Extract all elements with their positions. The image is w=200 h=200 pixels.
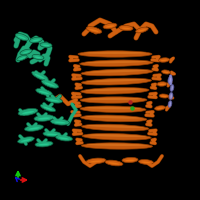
Ellipse shape xyxy=(125,160,135,161)
Ellipse shape xyxy=(85,107,141,109)
Ellipse shape xyxy=(41,80,59,88)
Ellipse shape xyxy=(105,160,123,166)
Ellipse shape xyxy=(35,141,53,147)
Ellipse shape xyxy=(46,97,62,103)
Ellipse shape xyxy=(38,117,50,120)
Ellipse shape xyxy=(82,133,151,140)
Ellipse shape xyxy=(86,116,142,119)
Ellipse shape xyxy=(139,160,153,164)
Ellipse shape xyxy=(35,74,45,79)
Ellipse shape xyxy=(80,60,153,66)
Ellipse shape xyxy=(89,29,99,32)
Ellipse shape xyxy=(172,86,173,90)
Ellipse shape xyxy=(87,134,146,137)
Ellipse shape xyxy=(34,115,54,121)
Ellipse shape xyxy=(81,78,151,85)
Ellipse shape xyxy=(109,162,119,164)
Ellipse shape xyxy=(157,108,163,109)
Ellipse shape xyxy=(49,99,59,102)
Ellipse shape xyxy=(161,96,167,97)
Ellipse shape xyxy=(18,108,38,116)
Ellipse shape xyxy=(171,94,172,98)
Ellipse shape xyxy=(20,49,32,55)
Ellipse shape xyxy=(39,143,49,145)
Ellipse shape xyxy=(59,137,69,140)
Ellipse shape xyxy=(30,37,42,43)
Ellipse shape xyxy=(86,158,106,164)
Ellipse shape xyxy=(85,98,142,100)
Ellipse shape xyxy=(169,92,173,100)
Ellipse shape xyxy=(51,119,69,125)
Ellipse shape xyxy=(141,162,150,163)
Ellipse shape xyxy=(47,134,57,135)
Ellipse shape xyxy=(106,25,114,27)
Ellipse shape xyxy=(159,58,169,62)
Ellipse shape xyxy=(168,101,172,107)
Ellipse shape xyxy=(84,52,146,54)
Ellipse shape xyxy=(43,107,52,110)
Ellipse shape xyxy=(87,125,144,128)
Ellipse shape xyxy=(170,85,174,91)
Ellipse shape xyxy=(90,160,102,162)
Ellipse shape xyxy=(32,39,40,41)
Ellipse shape xyxy=(170,78,171,82)
Ellipse shape xyxy=(119,25,133,31)
Ellipse shape xyxy=(23,51,30,54)
Ellipse shape xyxy=(40,43,52,47)
Ellipse shape xyxy=(56,135,72,141)
Ellipse shape xyxy=(157,82,167,86)
Ellipse shape xyxy=(81,88,149,94)
Ellipse shape xyxy=(103,23,117,29)
Ellipse shape xyxy=(42,45,50,46)
Ellipse shape xyxy=(45,82,55,86)
Ellipse shape xyxy=(168,76,172,84)
Ellipse shape xyxy=(28,127,40,130)
Ellipse shape xyxy=(85,61,148,63)
Ellipse shape xyxy=(25,125,43,131)
Ellipse shape xyxy=(170,102,171,106)
Ellipse shape xyxy=(162,70,170,74)
Ellipse shape xyxy=(136,27,148,33)
Ellipse shape xyxy=(122,28,130,29)
Ellipse shape xyxy=(81,143,153,149)
Ellipse shape xyxy=(21,139,31,142)
Ellipse shape xyxy=(122,157,138,163)
Ellipse shape xyxy=(18,36,26,39)
Ellipse shape xyxy=(43,131,61,137)
Ellipse shape xyxy=(138,29,146,32)
Ellipse shape xyxy=(32,71,48,81)
Ellipse shape xyxy=(17,55,27,61)
Ellipse shape xyxy=(81,115,147,122)
Ellipse shape xyxy=(86,79,146,82)
Ellipse shape xyxy=(34,56,41,58)
Ellipse shape xyxy=(39,91,49,94)
Ellipse shape xyxy=(86,88,144,91)
Ellipse shape xyxy=(161,60,167,61)
Ellipse shape xyxy=(86,27,102,33)
Ellipse shape xyxy=(36,89,52,95)
Ellipse shape xyxy=(82,124,149,131)
Ellipse shape xyxy=(40,104,56,112)
Ellipse shape xyxy=(155,106,165,110)
Ellipse shape xyxy=(78,51,152,57)
Ellipse shape xyxy=(54,121,66,124)
Ellipse shape xyxy=(18,137,34,143)
Ellipse shape xyxy=(22,111,34,114)
Ellipse shape xyxy=(80,106,146,112)
Ellipse shape xyxy=(19,57,25,60)
Ellipse shape xyxy=(159,94,169,98)
Ellipse shape xyxy=(163,72,169,73)
Ellipse shape xyxy=(159,84,165,85)
Ellipse shape xyxy=(86,70,148,73)
Ellipse shape xyxy=(87,144,147,146)
Ellipse shape xyxy=(80,97,147,103)
Ellipse shape xyxy=(15,33,29,41)
Ellipse shape xyxy=(81,69,153,76)
Ellipse shape xyxy=(32,54,44,60)
